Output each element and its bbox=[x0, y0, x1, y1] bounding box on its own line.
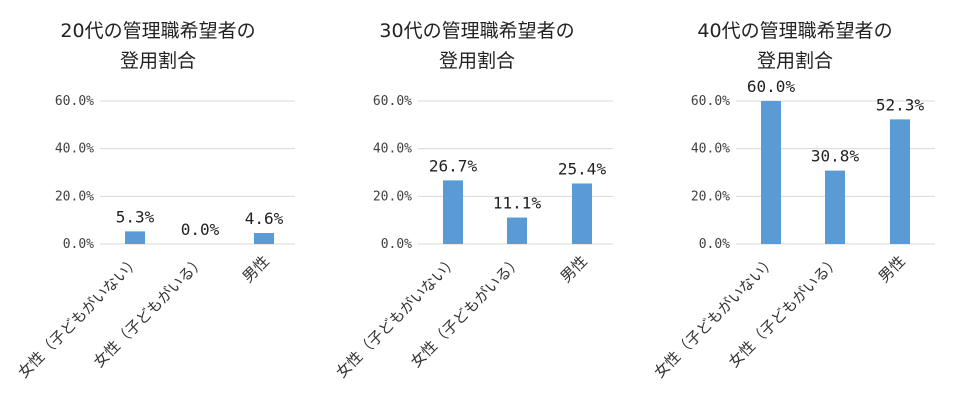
category-label: 女性（子どもがいる） bbox=[90, 252, 209, 371]
data-label: 25.4% bbox=[558, 159, 607, 178]
category-label: 女性（子どもがいない） bbox=[332, 252, 461, 381]
data-label: 11.1% bbox=[493, 194, 542, 213]
bar bbox=[507, 217, 527, 244]
y-tick-label: 60.0% bbox=[55, 94, 94, 109]
chart-title-line-2: 登用割合 bbox=[439, 50, 515, 72]
category-label: 女性（子どもがいない） bbox=[14, 252, 143, 381]
bar bbox=[254, 233, 274, 244]
y-tick-label: 40.0% bbox=[55, 142, 94, 157]
y-tick-label: 20.0% bbox=[55, 189, 94, 204]
y-tick-label: 40.0% bbox=[373, 142, 412, 157]
category-label: 男性 bbox=[557, 252, 591, 286]
chart-title-line-1: 30代の管理職希望者の bbox=[379, 20, 574, 42]
y-tick-label: 0.0% bbox=[699, 237, 730, 252]
data-label: 30.8% bbox=[811, 147, 860, 166]
chart-title-line-2: 登用割合 bbox=[120, 50, 196, 72]
category-label: 男性 bbox=[239, 252, 273, 286]
data-label: 52.3% bbox=[876, 95, 925, 114]
y-tick-label: 40.0% bbox=[691, 142, 730, 157]
y-tick-label: 20.0% bbox=[373, 189, 412, 204]
y-tick-label: 0.0% bbox=[381, 237, 412, 252]
y-tick-label: 0.0% bbox=[63, 237, 94, 252]
data-label: 4.6% bbox=[245, 209, 284, 228]
data-label: 5.3% bbox=[116, 207, 155, 226]
y-tick-label: 60.0% bbox=[373, 94, 412, 109]
bar bbox=[890, 119, 910, 244]
data-label: 60.0% bbox=[747, 77, 796, 96]
data-label: 26.7% bbox=[429, 156, 478, 175]
bar bbox=[572, 183, 592, 244]
category-label: 女性（子どもがいない） bbox=[650, 252, 779, 381]
bar bbox=[761, 101, 781, 244]
bar bbox=[443, 180, 463, 244]
y-tick-label: 60.0% bbox=[691, 94, 730, 109]
bar bbox=[825, 170, 845, 244]
data-label: 0.0% bbox=[181, 220, 220, 239]
y-tick-label: 20.0% bbox=[691, 189, 730, 204]
category-label: 男性 bbox=[875, 252, 909, 286]
chart-title-line-1: 40代の管理職希望者の bbox=[697, 20, 892, 42]
category-label: 女性（子どもがいる） bbox=[725, 252, 844, 371]
category-label: 女性（子どもがいる） bbox=[407, 252, 526, 371]
bar bbox=[125, 231, 145, 244]
chart-title-line-1: 20代の管理職希望者の bbox=[60, 20, 255, 42]
chart-title-line-2: 登用割合 bbox=[757, 50, 833, 72]
